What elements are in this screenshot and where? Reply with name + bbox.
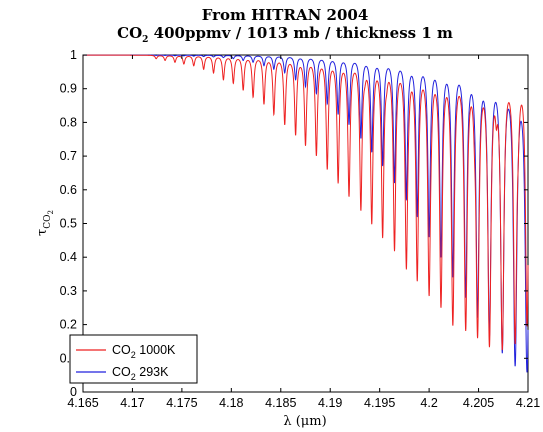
legend: CO2 1000K CO2 293K: [69, 334, 198, 384]
series-line-1000k: [83, 54, 529, 351]
x-tick-label: 4.175: [166, 396, 197, 410]
legend-box: [69, 334, 198, 384]
y-tick-label: 0.7: [60, 149, 77, 163]
y-tick-label: 0.8: [60, 115, 77, 129]
x-tick-label: 4.195: [364, 396, 395, 410]
chart-title: From HITRAN 2004: [202, 6, 369, 24]
y-axis-label-sub: CO: [43, 215, 53, 229]
y-tick-label: 0.9: [60, 82, 77, 96]
y-axis-label: τCO2: [35, 210, 55, 236]
legend-label-293k: CO2 293K: [112, 365, 169, 382]
x-tick-label: 4.2: [420, 396, 437, 410]
x-tick-label: 4.185: [265, 396, 296, 410]
y-tick-label: 0: [70, 385, 77, 399]
legend-label-1000k: CO2 1000K: [112, 343, 176, 360]
chart-subtitle: CO2 400ppmv / 1013 mb / thickness 1 m: [117, 24, 453, 45]
y-tick-label: 0.4: [60, 250, 77, 264]
x-tick-label: 4.205: [463, 396, 494, 410]
y-axis-label-subsub: 2: [47, 210, 55, 214]
x-tick-label: 4.21: [516, 396, 540, 410]
x-axis-label: λ (μm): [283, 414, 326, 429]
legend-label-1000k-sub: 2: [131, 350, 136, 360]
y-tick-label: 0.2: [60, 318, 77, 332]
x-tick-label: 4.18: [219, 396, 243, 410]
chart-subtitle-rest: 400ppmv / 1013 mb / thickness 1 m: [148, 24, 453, 42]
chart-subtitle-prefix: CO: [117, 24, 142, 42]
legend-label-1000k-rest: 1000K: [136, 343, 176, 357]
y-tick-label: 0.5: [60, 217, 77, 231]
legend-label-293k-rest: 293K: [136, 365, 169, 379]
y-tick-label: 0.6: [60, 183, 77, 197]
y-axis-label-main: τ: [35, 229, 50, 236]
series-layer: [83, 54, 529, 373]
series-line-293k: [83, 54, 529, 373]
ticks-layer: 4.165 4.17 4.175 4.18 4.185 4.19 4.195 4.2 4.205…: [60, 48, 541, 410]
x-tick-label: 4.17: [120, 396, 144, 410]
legend-label-293k-main: CO: [112, 365, 131, 379]
legend-label-293k-sub: 2: [131, 372, 136, 382]
chart-subtitle-subscript: 2: [142, 35, 148, 45]
y-tick-label: 0.3: [60, 284, 77, 298]
x-tick-label: 4.19: [318, 396, 342, 410]
y-tick-label: 1: [70, 48, 77, 62]
x-tick-label: 4.165: [67, 396, 98, 410]
legend-label-1000k-main: CO: [112, 343, 131, 357]
